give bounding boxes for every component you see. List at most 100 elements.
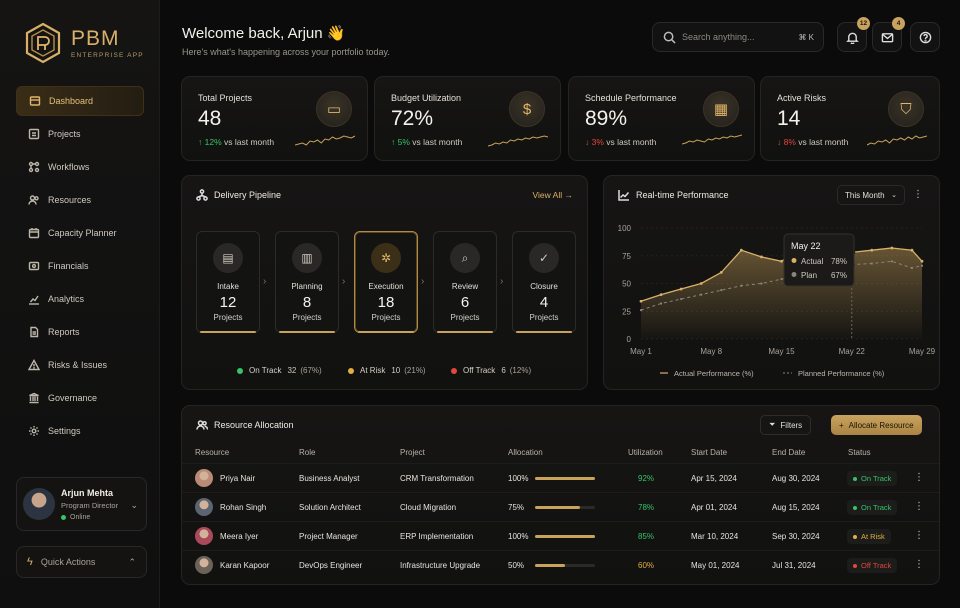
notifications-button[interactable]: 12	[837, 17, 870, 52]
filters-button[interactable]: ⏷ Filters	[760, 415, 812, 435]
gear-icon	[29, 426, 39, 436]
resource-utilization: 92%	[638, 474, 655, 483]
arrow-down-icon: ↓	[585, 137, 590, 147]
resource-name[interactable]: Rohan Singh	[220, 503, 267, 512]
pipeline-stage-review[interactable]: ⌕ Review 6 Projects	[433, 231, 497, 333]
kpi-value: 14	[777, 107, 801, 130]
legend-value: 32	[287, 366, 297, 375]
user-status: Online	[61, 514, 118, 521]
stage-unit: Projects	[529, 313, 559, 322]
column-header-project[interactable]: Project	[400, 448, 425, 457]
pipeline-title-text: Delivery Pipeline	[214, 190, 282, 200]
sidebar-item-settings[interactable]: Settings	[16, 416, 144, 446]
stage-name: Review	[451, 282, 479, 291]
kpi-card-budget-utilization[interactable]: Budget Utilization 72% ↑ 5% vs last mont…	[374, 76, 561, 161]
kpi-title: Total Projects	[198, 93, 253, 103]
kpi-card-schedule-performance[interactable]: Schedule Performance 89% ↓ 3% vs last mo…	[568, 76, 755, 161]
stage-name: Closure	[530, 282, 558, 291]
sidebar-item-resources[interactable]: Resources	[16, 185, 144, 215]
sidebar-item-capacity-planner[interactable]: Capacity Planner	[16, 218, 144, 248]
pipeline-stage-execution[interactable]: ✲ Execution 18 Projects	[354, 231, 418, 333]
avatar	[23, 488, 55, 520]
allocation-bar	[535, 535, 595, 538]
tooltip-plan-dot-icon	[791, 272, 797, 277]
planned-data-point	[639, 309, 643, 312]
column-header-role[interactable]: Role	[299, 448, 316, 457]
column-header-allocation[interactable]: Allocation	[508, 448, 543, 457]
sidebar-item-workflows[interactable]: Workflows	[16, 152, 144, 182]
planned-data-point	[780, 277, 783, 281]
sidebar-item-projects[interactable]: Projects	[16, 119, 144, 149]
column-header-status[interactable]: Status	[848, 448, 871, 457]
kpi-card-active-risks[interactable]: Active Risks 14 ↓ 8% vs last month ⛉	[760, 76, 940, 161]
resource-project: Cloud Migration	[400, 503, 457, 512]
table-row[interactable]: Karan Kapoor DevOps Engineer Infrastruct…	[182, 550, 939, 579]
actual-data-point	[739, 248, 743, 252]
sidebar-item-dashboard[interactable]: Dashboard	[16, 86, 144, 116]
row-more-options-icon[interactable]: ⋮	[914, 559, 924, 570]
pipeline-stage-planning[interactable]: ▥ Planning 8 Projects	[275, 231, 339, 333]
view-all-link[interactable]: View All →	[533, 190, 573, 200]
user-card[interactable]: Arjun Mehta Program Director Online ⌄	[16, 477, 147, 531]
legend-dot-icon	[237, 367, 243, 374]
status-dot-icon	[853, 534, 857, 539]
row-more-options-icon[interactable]: ⋮	[914, 501, 924, 512]
status-badge: At Risk	[847, 529, 891, 544]
resource-title-text: Resource Allocation	[214, 420, 294, 430]
kpi-title: Active Risks	[777, 93, 827, 103]
sidebar-item-analytics[interactable]: Analytics	[16, 284, 144, 314]
sidebar-item-risks-issues[interactable]: Risks & Issues	[16, 350, 144, 380]
resource-project: Infrastructure Upgrade	[400, 561, 481, 570]
column-header-resource[interactable]: Resource	[195, 448, 230, 457]
planned-data-point	[740, 284, 743, 287]
resource-name[interactable]: Priya Nair	[220, 474, 256, 483]
kpi-delta: ↑ 5% vs last month	[391, 137, 462, 147]
row-more-options-icon[interactable]: ⋮	[914, 472, 924, 483]
pipeline-stage-intake[interactable]: ▤ Intake 12 Projects	[196, 231, 260, 333]
resource-start-date: Apr 01, 2024	[691, 503, 737, 512]
shield-icon: ⛉	[888, 91, 924, 127]
messages-button[interactable]: 4	[872, 17, 905, 52]
sidebar-item-financials[interactable]: Financials	[16, 251, 144, 281]
kpi-value: 89%	[585, 107, 628, 130]
table-row[interactable]: Priya Nair Business Analyst CRM Transfor…	[182, 463, 939, 492]
search-placeholder: Search anything...	[682, 32, 755, 42]
allocation-bar	[535, 564, 595, 567]
search-input[interactable]: Search anything... ⌘ K	[652, 22, 824, 52]
performance-chart: 100 75 50 25 0 May 1 May 8 May 15 May 22 May 29 Ma…	[618, 224, 936, 378]
tooltip-plan-value: 67%	[831, 271, 847, 280]
chevron-right-icon: ›	[421, 276, 425, 287]
bell-icon	[845, 32, 859, 44]
table-row[interactable]: Rohan Singh Solution Architect Cloud Mig…	[182, 492, 939, 521]
range-select-value: This Month	[845, 190, 885, 200]
range-select[interactable]: This Month ⌄	[837, 185, 905, 205]
table-row[interactable]: Meera Iyer Project Manager ERP Implement…	[182, 521, 939, 550]
column-header-end-date[interactable]: End Date	[772, 448, 806, 457]
more-options-icon[interactable]: ⋮	[913, 189, 923, 200]
allocation-bar	[535, 506, 595, 509]
quick-actions-button[interactable]: ϟ Quick Actions ⌃	[16, 546, 147, 578]
y-tick-label: 75	[622, 252, 631, 261]
kpi-delta-value: 3%	[591, 137, 604, 147]
sidebar-item-label: Workflows	[48, 162, 90, 172]
brand-logo[interactable]: PBM ENTERPRISE APP	[24, 22, 144, 64]
pipeline-stage-closure[interactable]: ✓ Closure 4 Projects	[512, 231, 576, 333]
y-tick-label: 25	[622, 307, 631, 316]
column-header-utilization[interactable]: Utilization	[628, 448, 663, 457]
sidebar-item-reports[interactable]: Reports	[16, 317, 144, 347]
chevron-down-icon[interactable]: ⌄	[130, 500, 138, 510]
stage-name: Intake	[217, 282, 239, 291]
sidebar-item-governance[interactable]: Governance	[16, 383, 144, 413]
allocate-resource-button[interactable]: + Allocate Resource	[831, 415, 922, 435]
help-button[interactable]	[910, 22, 940, 52]
workflows-icon	[28, 161, 40, 173]
resource-name[interactable]: Meera Iyer	[220, 532, 259, 541]
kpi-delta-value: 12%	[204, 137, 222, 147]
kpi-card-total-projects[interactable]: Total Projects 48 ↑ 12% vs last month ▭	[181, 76, 368, 161]
kpi-delta-suffix: vs last month	[606, 137, 657, 147]
row-more-options-icon[interactable]: ⋮	[914, 530, 924, 541]
actual-data-point	[890, 246, 894, 250]
resource-name[interactable]: Karan Kapoor	[220, 561, 270, 570]
allocation-bar-fill	[535, 506, 580, 509]
column-header-start-date[interactable]: Start Date	[691, 448, 728, 457]
